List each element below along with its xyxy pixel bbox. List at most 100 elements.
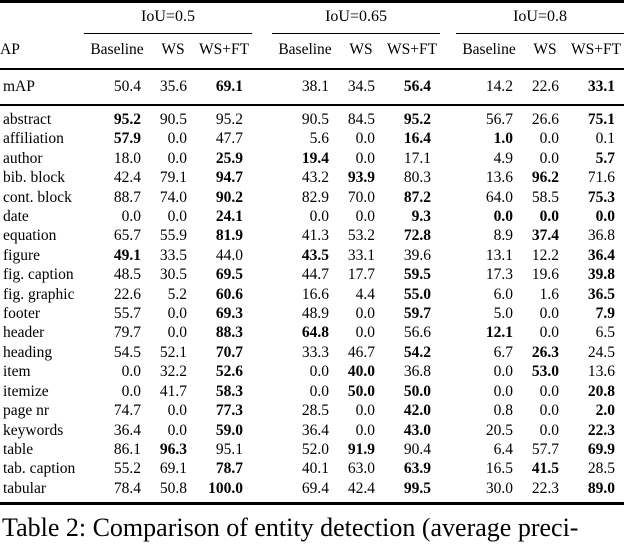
table-cell: 94.7	[215, 169, 243, 187]
table-cell: 13.6	[485, 169, 514, 187]
table-cell: 20.8	[587, 382, 616, 400]
table-cell: 65.7	[113, 227, 141, 245]
column-gap	[252, 382, 272, 401]
table-cell: 48.5	[113, 266, 141, 284]
table-cell: 64.0	[485, 188, 514, 206]
table-row: fig. graphic 22.6 5.2 60.6 16.6 4.4 55.0 6.0 1.6…	[0, 285, 624, 304]
table-cell: 80.3	[403, 169, 432, 187]
column-gap	[252, 168, 272, 187]
table-cell: 12.1	[485, 324, 514, 342]
table-cell: 88.3	[215, 324, 243, 342]
table-cell: 22.6	[522, 69, 569, 106]
table-row: itemize 0.0 41.7 58.3 0.0 50.0 50.0 0.0 0.0 20.8	[0, 382, 624, 401]
table-cell: 95.2	[403, 111, 432, 128]
table-cell: 78.7	[215, 460, 243, 478]
table-cell: 48.9	[301, 305, 329, 323]
table-cell: 0.0	[167, 421, 187, 439]
table-cell: 12.2	[531, 246, 560, 264]
row-label: mAP	[0, 69, 84, 106]
column-group-header-iou-05: IoU=0.5	[84, 1, 252, 34]
table-cell: 0.0	[167, 402, 187, 420]
column-header-baseline: Baseline	[272, 33, 338, 70]
table-cell: 0.0	[539, 208, 560, 226]
table-cell: 28.5	[587, 460, 616, 478]
table-cell: 44.7	[301, 266, 329, 284]
table-cell: 14.2	[456, 69, 523, 106]
row-label: date	[3, 208, 29, 226]
table-cell: 75.1	[587, 111, 616, 128]
column-gap	[252, 285, 272, 304]
table-cell: 36.8	[587, 227, 616, 245]
table-cell: 24.5	[587, 343, 616, 361]
column-header-wsft: WS+FT	[196, 33, 252, 70]
row-label: fig. caption	[3, 266, 74, 284]
table-cell: 56.4	[384, 69, 441, 106]
table-cell: 33.3	[301, 343, 329, 361]
table-cell: 43.2	[301, 169, 329, 187]
table-cell: 88.7	[113, 188, 141, 206]
table-cell: 24.1	[215, 208, 243, 226]
column-gap	[252, 362, 272, 381]
column-gap	[252, 2, 272, 34]
table-row: item 0.0 32.2 52.6 0.0 40.0 36.8 0.0 53.0 13.6	[0, 362, 624, 381]
table-row: footer 55.7 0.0 69.3 48.9 0.0 59.7 5.0 0.0 7.9	[0, 304, 624, 323]
table-cell: 0.0	[539, 402, 560, 420]
table-cell: 6.5	[595, 324, 616, 342]
table-cell: 72.8	[403, 227, 432, 245]
table-cell: 0.0	[167, 130, 187, 148]
table-cell: 56.7	[485, 111, 514, 128]
table-caption: Table 2: Comparison of entity detection …	[2, 513, 579, 543]
column-gap	[252, 246, 272, 265]
table-row: fig. caption 48.5 30.5 69.5 44.7 17.7 59.5 17.3…	[0, 265, 624, 284]
table-cell: 52.1	[159, 343, 187, 361]
table-cell: 69.1	[196, 69, 252, 106]
column-header-ws: WS	[150, 33, 196, 70]
table-cell: 50.4	[84, 69, 150, 106]
row-label: author	[3, 149, 43, 167]
column-gap	[252, 401, 272, 420]
row-label: affiliation	[3, 130, 64, 148]
column-gap	[440, 343, 456, 362]
column-gap	[440, 2, 456, 34]
table-cell: 0.0	[355, 130, 375, 148]
table-cell: 22.3	[522, 478, 569, 506]
column-group-header-iou-08: IoU=0.8	[456, 1, 624, 34]
table-cell: 16.5	[485, 460, 514, 478]
table-cell: 59.0	[215, 421, 243, 439]
column-gap	[252, 459, 272, 478]
table-cell: 0.0	[539, 130, 560, 148]
table-cell: 38.1	[272, 69, 338, 106]
table-cell: 0.0	[355, 149, 375, 167]
table-cell: 28.5	[301, 402, 329, 420]
column-gap	[440, 168, 456, 187]
table-cell: 41.3	[301, 227, 329, 245]
row-label: keywords	[3, 421, 64, 439]
table-cell: 6.4	[493, 440, 514, 458]
column-gap	[440, 362, 456, 381]
table-cell: 35.6	[150, 69, 196, 106]
table-row: abstract 95.2 90.5 95.2 90.5 84.5 95.2 56.7 26.6…	[0, 105, 624, 129]
table-cell: 40.0	[347, 363, 375, 381]
table-row: page nr 74.7 0.0 77.3 28.5 0.0 42.0 0.8 0.0 2.0	[0, 401, 624, 420]
table-cell: 26.3	[531, 343, 560, 361]
table-cell: 58.3	[215, 382, 243, 400]
table-cell: 41.7	[159, 382, 187, 400]
table-cell: 18.0	[113, 149, 141, 167]
table-row: table 86.1 96.3 95.1 52.0 91.9 90.4 6.4 57.7 69.9	[0, 440, 624, 459]
table-cell: 70.0	[347, 188, 375, 206]
table-row: header 79.7 0.0 88.3 64.8 0.0 56.6 12.1 0.0 6.5	[0, 323, 624, 342]
table-cell: 0.0	[493, 363, 514, 381]
table-cell: 0.0	[309, 363, 329, 381]
table-cell: 34.5	[338, 69, 384, 106]
table-cell: 39.6	[403, 246, 432, 264]
table-row: heading 54.5 52.1 70.7 33.3 46.7 54.2 6.7 26.3 24…	[0, 343, 624, 362]
row-label: abstract	[3, 111, 52, 128]
column-gap	[440, 304, 456, 323]
table-cell: 74.7	[113, 402, 141, 420]
table-cell: 19.4	[301, 149, 329, 167]
table-cell: 0.0	[167, 149, 187, 167]
table-cell: 0.8	[493, 402, 514, 420]
table-cell: 0.0	[539, 382, 560, 400]
table-cell: 90.2	[215, 188, 243, 206]
column-header-ws: WS	[522, 33, 569, 70]
